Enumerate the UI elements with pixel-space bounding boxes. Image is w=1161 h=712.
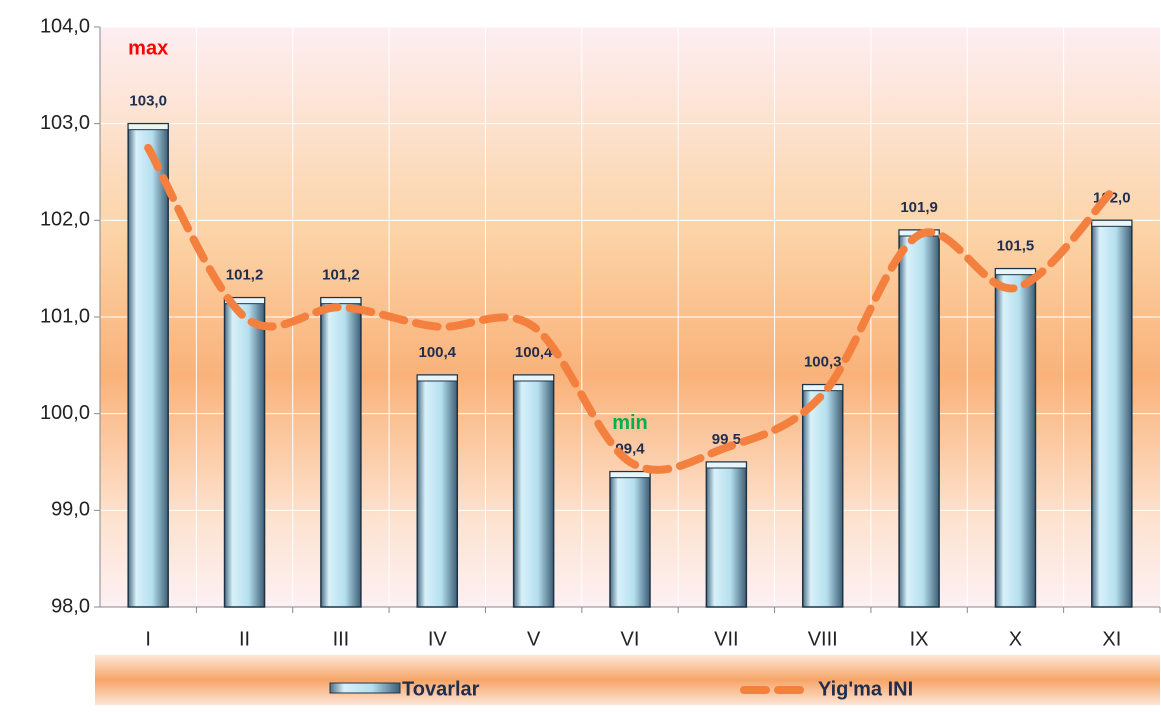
bar-top [224,297,266,305]
annotation: min [612,412,648,434]
x-tick-label: VI [621,628,640,650]
data-label: 100,4 [515,344,553,361]
bar-top [705,461,747,469]
x-tick-label: I [145,628,151,650]
bar-top [513,374,555,382]
line [144,143,1116,474]
x-tick-label: V [527,628,541,650]
data-label: 101,5 [997,238,1035,255]
bar [609,470,651,608]
bar [801,383,844,608]
bar-top [994,268,1036,276]
bar [320,296,362,608]
y-tick-label: 104,0 [40,15,90,37]
data-label: 101,9 [900,199,938,216]
annotation: max [128,37,168,59]
data-label: 100,3 [804,354,842,371]
legend-swatch [329,682,401,694]
x-tick-label: X [1009,628,1022,650]
bar [1091,219,1133,608]
x-tick-label: II [239,628,250,650]
x-tick-label: VII [714,628,738,650]
bar [898,229,940,608]
x-tick-label: VIII [808,628,838,650]
x-tick-label: IX [910,628,929,650]
y-tick-label: 100,0 [40,402,90,424]
y-tick-label: 102,0 [40,209,90,231]
bar [705,461,748,608]
data-label: 101,2 [226,267,264,284]
bar-top [127,123,169,131]
legend-background [95,655,1160,705]
bar-top [416,374,458,382]
bar-top [320,297,362,305]
y-tick-label: 103,0 [40,112,90,134]
bar [416,374,459,608]
x-tick-label: IV [428,628,448,650]
bar [994,267,1037,608]
x-tick-label: XI [1102,628,1121,650]
x-tick-label: III [333,628,350,650]
bar [223,296,266,608]
bar-top [802,384,844,392]
bar [127,122,169,608]
bar [512,374,555,608]
legend-label: Yig'ma INI [818,678,913,700]
y-tick-label: 101,0 [40,305,90,327]
legend-label: Tovarlar [402,678,480,700]
data-label: 103,0 [129,93,167,110]
data-label: 101,2 [322,267,360,284]
y-tick-label: 99,0 [51,499,90,521]
bar-top [1091,219,1133,227]
data-label: 100,4 [418,344,456,361]
bar-top [609,471,651,479]
y-tick-label: 98,0 [51,595,90,617]
